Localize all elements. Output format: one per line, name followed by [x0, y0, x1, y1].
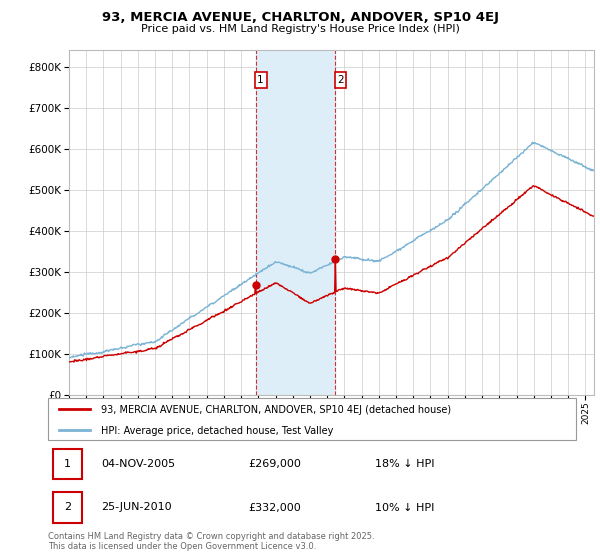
Text: 93, MERCIA AVENUE, CHARLTON, ANDOVER, SP10 4EJ: 93, MERCIA AVENUE, CHARLTON, ANDOVER, SP… — [101, 11, 499, 24]
Text: 93, MERCIA AVENUE, CHARLTON, ANDOVER, SP10 4EJ (detached house): 93, MERCIA AVENUE, CHARLTON, ANDOVER, SP… — [101, 405, 451, 415]
Text: 10% ↓ HPI: 10% ↓ HPI — [376, 502, 435, 512]
Bar — [256, 50, 335, 395]
Text: 2: 2 — [64, 502, 71, 512]
Text: £332,000: £332,000 — [248, 502, 301, 512]
Text: 25-JUN-2010: 25-JUN-2010 — [101, 502, 172, 512]
Text: 2: 2 — [337, 75, 344, 85]
Text: £269,000: £269,000 — [248, 459, 302, 469]
Text: HPI: Average price, detached house, Test Valley: HPI: Average price, detached house, Test… — [101, 426, 333, 436]
Text: 18% ↓ HPI: 18% ↓ HPI — [376, 459, 435, 469]
Text: Contains HM Land Registry data © Crown copyright and database right 2025.
This d: Contains HM Land Registry data © Crown c… — [48, 532, 374, 552]
Bar — [53, 449, 82, 479]
Text: 1: 1 — [64, 459, 71, 469]
Text: 04-NOV-2005: 04-NOV-2005 — [101, 459, 175, 469]
Bar — [53, 492, 82, 522]
Text: Price paid vs. HM Land Registry's House Price Index (HPI): Price paid vs. HM Land Registry's House … — [140, 24, 460, 34]
Text: 1: 1 — [257, 75, 264, 85]
